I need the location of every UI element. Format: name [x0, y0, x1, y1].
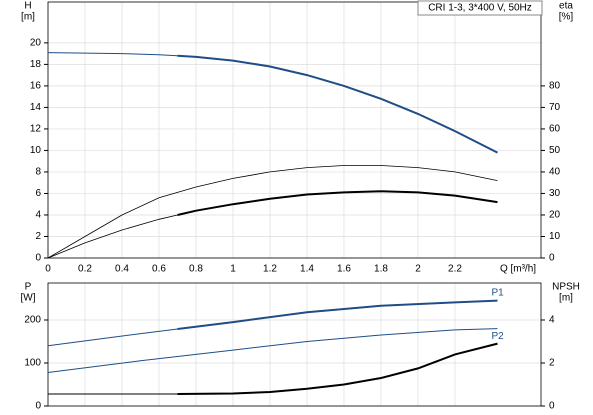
y-tick-label: 4: [35, 210, 41, 221]
y-label: P: [25, 282, 32, 293]
y2-tick-label: 20: [549, 210, 561, 221]
y2-tick-label: 40: [549, 167, 561, 178]
x-tick-label: 1.2: [263, 264, 277, 275]
curve: [177, 299, 498, 330]
y-tick-label: 16: [30, 81, 42, 92]
y-tick-label: 0: [35, 401, 41, 412]
plot-frame: [47, 282, 542, 407]
x-tick-label: 1: [230, 264, 236, 275]
x-tick-label: 0.4: [115, 264, 129, 275]
y-tick-label: 8: [35, 167, 41, 178]
y2-tick-label: 30: [549, 188, 561, 199]
legend-box: [417, 0, 543, 16]
curve: [47, 214, 178, 259]
y2-tick-label: 0: [549, 401, 555, 412]
curve: [177, 342, 498, 395]
y-tick-label: 2: [35, 231, 41, 242]
y-tick-label: 100: [24, 358, 41, 369]
y-unit: [m]: [21, 12, 35, 23]
x-tick-label: 1.6: [337, 264, 351, 275]
y2-tick-label: 60: [549, 124, 561, 135]
y2-tick-label: 80: [549, 81, 561, 92]
y2-unit: [m]: [559, 293, 573, 304]
y-tick-label: 6: [35, 188, 41, 199]
x-tick-label: 2.2: [448, 264, 462, 275]
y-tick-label: 0: [35, 253, 41, 264]
curve: [47, 328, 178, 347]
x-tick-label: 2: [415, 264, 421, 275]
y2-label: NPSH: [552, 282, 580, 293]
y-tick-label: 14: [30, 102, 42, 113]
x-tick-label: 0.2: [78, 264, 92, 275]
curve: [177, 54, 498, 154]
x-tick-label: 0.8: [189, 264, 203, 275]
curve: [47, 52, 178, 57]
y-tick-label: 200: [24, 315, 41, 326]
x-label: Q [m³/h]: [500, 264, 536, 275]
y-tick-label: 18: [30, 59, 42, 70]
x-tick-label: 1.8: [374, 264, 388, 275]
curve: [177, 190, 498, 216]
curve: [47, 165, 498, 259]
x-tick-label: 1.4: [300, 264, 314, 275]
y-tick-label: 10: [30, 145, 42, 156]
y-label: H: [24, 1, 31, 12]
x-tick-label: 0: [45, 264, 51, 275]
y-tick-label: 20: [30, 38, 42, 49]
plot-frame: [47, 1, 542, 259]
y2-tick-label: 70: [549, 102, 561, 113]
series-label: P1: [492, 287, 505, 298]
y2-label: eta: [559, 1, 573, 12]
series-label: P2: [492, 331, 505, 342]
y2-tick-label: 50: [549, 145, 561, 156]
y2-tick-label: 4: [549, 315, 555, 326]
curve: [47, 328, 498, 373]
y2-tick-label: 2: [549, 358, 555, 369]
y-tick-label: 12: [30, 124, 42, 135]
y2-tick-label: 10: [549, 231, 561, 242]
x-tick-label: 0.6: [152, 264, 166, 275]
y2-tick-label: 0: [549, 253, 555, 264]
chart-title: CRI 1-3, 3*400 V, 50Hz: [428, 3, 532, 14]
y-unit: [W]: [21, 293, 36, 304]
y2-unit: [%]: [559, 12, 574, 23]
